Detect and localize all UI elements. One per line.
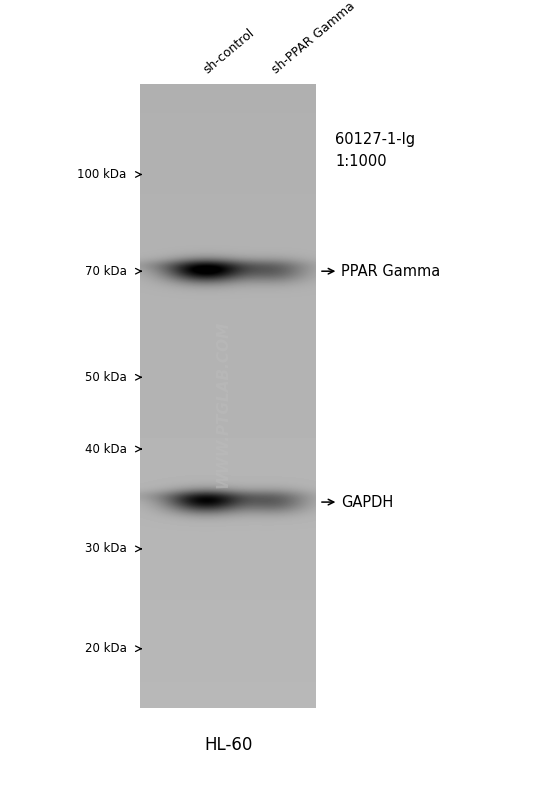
Text: 50 kDa: 50 kDa (85, 370, 126, 384)
Text: 70 kDa: 70 kDa (85, 265, 126, 278)
Text: 40 kDa: 40 kDa (85, 442, 126, 455)
Text: 30 kDa: 30 kDa (85, 542, 126, 555)
Text: 20 kDa: 20 kDa (85, 642, 126, 655)
Text: sh-control: sh-control (201, 26, 257, 76)
Text: GAPDH: GAPDH (341, 494, 393, 510)
Text: 100 kDa: 100 kDa (77, 168, 127, 181)
Text: WWW.PTGLAB.COM: WWW.PTGLAB.COM (215, 320, 230, 488)
Text: 60127-1-Ig
1:1000: 60127-1-Ig 1:1000 (336, 132, 416, 170)
Text: PPAR Gamma: PPAR Gamma (341, 264, 440, 278)
Text: HL-60: HL-60 (204, 736, 252, 754)
Text: sh-PPAR Gamma: sh-PPAR Gamma (270, 0, 358, 76)
